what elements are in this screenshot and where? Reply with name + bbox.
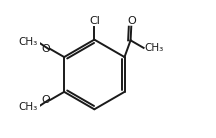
Text: O: O — [41, 95, 50, 105]
Text: CH₃: CH₃ — [18, 37, 38, 47]
Text: O: O — [41, 44, 50, 54]
Text: CH₃: CH₃ — [18, 102, 38, 112]
Text: Cl: Cl — [89, 16, 100, 26]
Text: O: O — [127, 16, 136, 26]
Text: CH₃: CH₃ — [144, 43, 164, 53]
